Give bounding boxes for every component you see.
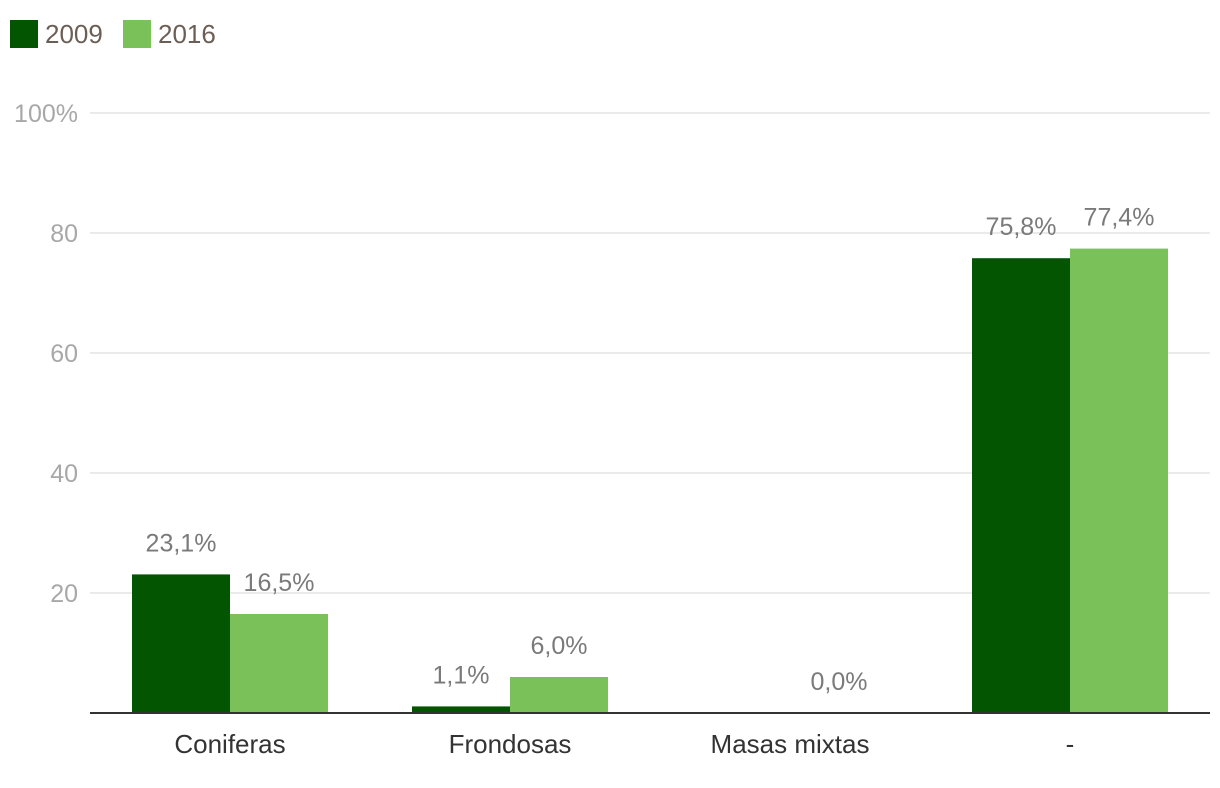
x-tick-label: Frondosas: [449, 729, 572, 759]
bar-2009-0: [132, 574, 230, 713]
legend-swatch-2009: [10, 20, 38, 48]
y-tick-label: 20: [50, 580, 78, 608]
x-tick-label: Masas mixtas: [711, 729, 870, 759]
bar-2016-1: [510, 677, 608, 713]
data-label-2016-3: 77,4%: [1084, 204, 1155, 232]
legend-label-2016: 2016: [158, 19, 216, 49]
y-tick-label: 100%: [14, 100, 78, 128]
data-label-2016-1: 6,0%: [531, 632, 588, 660]
y-tick-label: 60: [50, 340, 78, 368]
x-tick-label: Coniferas: [174, 729, 285, 759]
y-axis: 20 40 60 80 100%: [14, 100, 78, 608]
bars: 23,1% 16,5% 1,1% 6,0% 0,0% 75,8% 77,4%: [132, 204, 1168, 713]
data-label-2009-0: 23,1%: [146, 529, 217, 557]
legend: 2009 2016: [10, 19, 216, 49]
y-tick-label: 80: [50, 220, 78, 248]
x-tick-label: -: [1066, 729, 1075, 759]
y-tick-label: 40: [50, 460, 78, 488]
data-label-2009-3: 75,8%: [986, 213, 1057, 241]
legend-swatch-2016: [123, 20, 151, 48]
bar-2009-1: [412, 706, 510, 713]
bar-2016-0: [230, 614, 328, 713]
x-axis: Coniferas Frondosas Masas mixtas -: [90, 712, 1210, 759]
data-label-2016-0: 16,5%: [244, 569, 315, 597]
legend-label-2009: 2009: [45, 19, 103, 49]
bar-2009-3: [972, 258, 1070, 713]
bar-2016-3: [1070, 248, 1168, 713]
data-label-2009-1: 1,1%: [433, 661, 490, 689]
data-label-2016-2: 0,0%: [811, 668, 868, 696]
